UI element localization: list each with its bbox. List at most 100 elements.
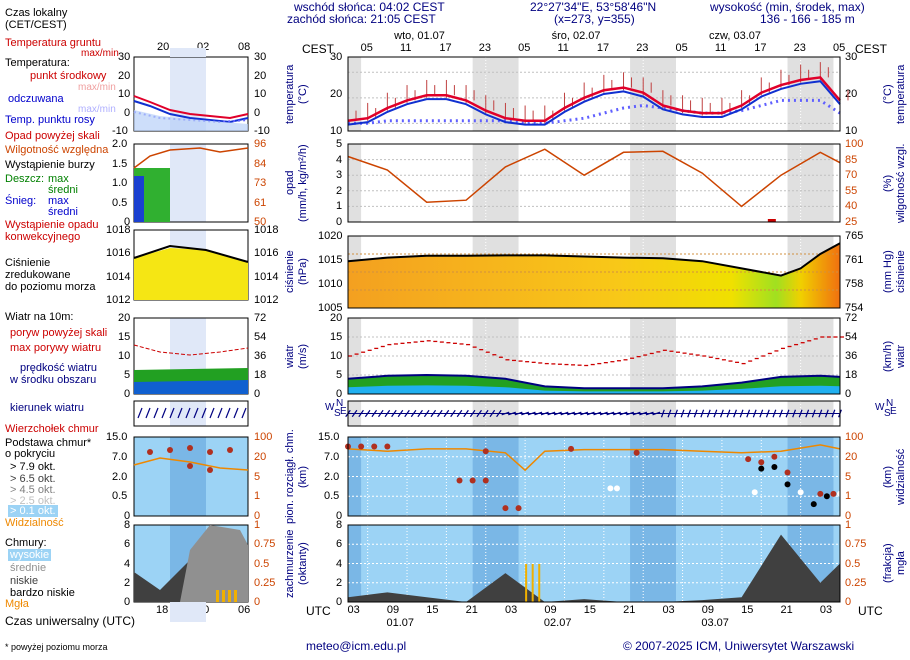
footer-copyright: © 2007-2025 ICM, Uniwersytet Warszawski bbox=[623, 639, 855, 653]
legend-dew-point: Temp. punktu rosy bbox=[5, 114, 95, 126]
legend-axis-tick: 96 bbox=[254, 138, 267, 150]
compass-s: S bbox=[334, 408, 341, 419]
legend-precip-above: Opad powyżej skali bbox=[5, 130, 100, 142]
legend-axis-tick: 5 bbox=[254, 470, 261, 483]
legend-axis-tick: 2 bbox=[124, 576, 131, 589]
legend-okt01-text: > 0.1 okt. bbox=[8, 505, 58, 517]
legend-gust-line bbox=[133, 344, 249, 356]
legend-axis-tick: 10 bbox=[254, 88, 267, 100]
legend-axis-tick: 10 bbox=[118, 88, 131, 100]
cloud-top-dot bbox=[482, 448, 489, 455]
legend-cloud-dot bbox=[227, 447, 233, 453]
legend-night-bottom bbox=[170, 602, 206, 622]
compass-e: E bbox=[340, 406, 347, 417]
right-axis-tick: 70 bbox=[845, 169, 858, 182]
temp-dewpoint-line bbox=[348, 98, 841, 125]
top-hour-tick: 23 bbox=[793, 42, 806, 54]
legend-cloud-dot bbox=[147, 449, 153, 455]
top-hour-tick: 05 bbox=[518, 42, 531, 54]
legend-wind-arrow bbox=[217, 407, 223, 419]
legend-axis-tick: 30 bbox=[254, 51, 267, 63]
cloud-top-dot bbox=[633, 449, 640, 456]
legend-axis-tick: 0.25 bbox=[254, 576, 276, 589]
utc-tick-06: 06 bbox=[238, 604, 251, 616]
elevation-values: 136 - 166 - 185 m bbox=[760, 12, 855, 26]
legend-clouds-high-text: wysokie bbox=[8, 549, 52, 561]
bottom-hour-tick: 21 bbox=[465, 604, 478, 616]
bottom-hour-tick: 15 bbox=[741, 604, 754, 616]
legend-pressure-line bbox=[133, 244, 249, 263]
pressure-area bbox=[348, 243, 840, 308]
legend-graphics bbox=[133, 48, 249, 622]
legend-temp-line bbox=[133, 95, 249, 120]
legend-axis-tick: 18 bbox=[254, 369, 267, 381]
legend-visibility-line bbox=[133, 457, 249, 471]
legend-axis-tick: 1016 bbox=[106, 247, 131, 260]
legend-axis-tick: 0.5 bbox=[112, 196, 128, 209]
legend-wind-arrow bbox=[209, 407, 215, 419]
top-hour-tick: 05 bbox=[833, 42, 846, 54]
legend-axis-tick: 2.0 bbox=[112, 470, 128, 483]
night-band-1-0 bbox=[348, 144, 362, 222]
legend-clouds-mid: średnie bbox=[10, 562, 47, 574]
right-axis-tick: 72 bbox=[845, 312, 858, 324]
right-axis-tick: 0.5 bbox=[845, 557, 861, 570]
legend-temp-ground: Temperatura gruntu bbox=[5, 37, 101, 49]
legend-axis-tick: 15 bbox=[118, 331, 131, 343]
right-axis-tick: 40 bbox=[845, 200, 858, 213]
legend-axis-tick: 0 bbox=[254, 106, 261, 119]
legend-cloud-dot bbox=[207, 449, 213, 455]
legend-axis-tick: 36 bbox=[254, 350, 267, 362]
legend-axis-tick: 54 bbox=[254, 331, 267, 343]
legend-axis-tick: 1 bbox=[254, 519, 261, 531]
cloud-low-area bbox=[348, 534, 840, 602]
legend-wind-speed-2: w środku obszaru bbox=[10, 374, 97, 386]
cloud-base-dot bbox=[758, 465, 765, 472]
legend-wind-arrow bbox=[201, 407, 207, 419]
top-hour-tick: 05 bbox=[360, 42, 373, 54]
left-axis-tick: 2 bbox=[336, 576, 343, 589]
legend-fog-bar bbox=[234, 590, 237, 602]
right-axis-tick: 30 bbox=[845, 51, 858, 63]
legend-axis-tick: 73 bbox=[254, 177, 267, 189]
cloud-top-dot bbox=[745, 456, 752, 463]
compass-w: W bbox=[875, 402, 885, 413]
left-axis-tick: 1015 bbox=[318, 254, 343, 266]
coordinates: 22°27'34"E, 53°58'46"N bbox=[530, 0, 657, 14]
right-axis-tick: 100 bbox=[845, 431, 864, 443]
cloud-top-dot bbox=[456, 477, 463, 484]
legend-convective-2: konwekcyjnego bbox=[5, 231, 81, 243]
meteogram bbox=[345, 56, 849, 603]
night-band-0-2 bbox=[630, 57, 676, 131]
night-band-1-2 bbox=[630, 144, 676, 222]
legend-temp-mid: punkt środkowy bbox=[30, 70, 107, 82]
legend-axis-tick: 1 bbox=[254, 490, 261, 503]
legend-humidity-line bbox=[133, 147, 249, 169]
night-band-1-1 bbox=[472, 144, 519, 222]
cest-left-label: CEST bbox=[302, 42, 335, 56]
legend-temp-perceived-maxmin: max/min bbox=[78, 104, 116, 115]
top-hour-tick: 11 bbox=[400, 42, 412, 54]
legend-utc-title: Czas uniwersalny (UTC) bbox=[5, 614, 136, 628]
legend-axis-tick: 61 bbox=[254, 196, 267, 209]
legend-okt65: > 6.5 okt. bbox=[10, 473, 56, 485]
top-hour-tick: 23 bbox=[636, 42, 649, 54]
left-axis-tick: 15.0 bbox=[318, 431, 340, 443]
legend-axis-tick: 1.0 bbox=[112, 177, 128, 189]
legend-axis-tick: 1.5 bbox=[112, 157, 128, 170]
legend-convective: Wystąpienie opadu bbox=[5, 219, 99, 231]
left-axis-tick: 20 bbox=[330, 312, 343, 324]
footer-email[interactable]: meteo@icm.edu.pl bbox=[306, 639, 407, 653]
day-label: czw, 03.07 bbox=[709, 30, 762, 42]
temp-mid-line bbox=[347, 76, 841, 123]
legend-pressure-area bbox=[134, 248, 248, 300]
legend-clouds-high: wysokie bbox=[8, 549, 52, 561]
legend-axis-tick: 8 bbox=[124, 519, 131, 531]
legend-snow-max: max bbox=[48, 195, 69, 207]
bottom-hour-tick: 03 bbox=[505, 604, 518, 616]
left-axis-tick: 4 bbox=[336, 153, 343, 166]
fog-bar bbox=[538, 564, 541, 602]
fog-bar bbox=[525, 564, 528, 602]
legend-axis-tick: 0 bbox=[124, 106, 131, 119]
right-axis-tick: 1 bbox=[845, 519, 852, 531]
